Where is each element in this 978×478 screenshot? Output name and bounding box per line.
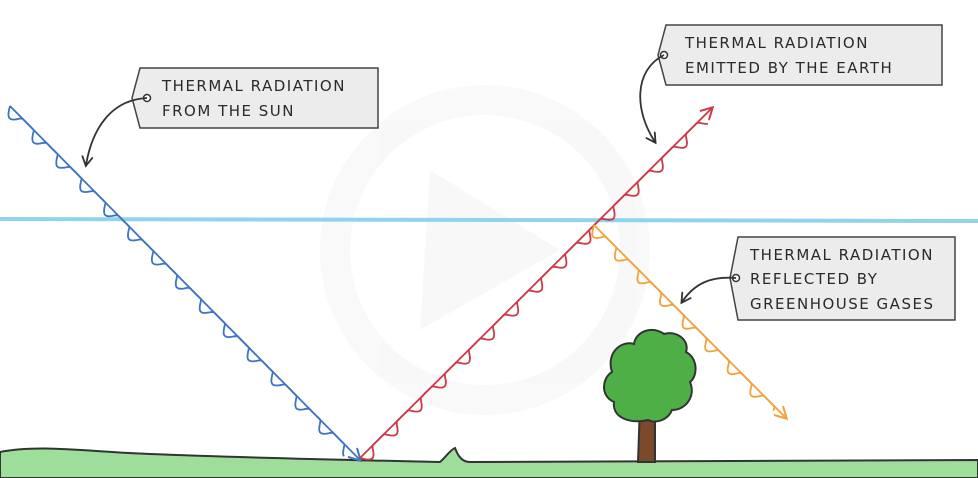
earth-radiation-ray [359, 108, 712, 461]
label-greenhouse-line-1: THERMAL RADIATION [749, 246, 934, 264]
atmosphere-line [0, 217, 978, 223]
label-earth-line-1: THERMAL RADIATION [684, 34, 869, 52]
tree [603, 328, 697, 463]
label-sun-line-1: THERMAL RADIATION [161, 77, 346, 95]
label-sun-radiation: THERMAL RADIATION FROM THE SUN [81, 67, 379, 168]
label-greenhouse-line-2: REFLECTED BY [750, 270, 878, 288]
label-greenhouse-line-3: GREENHOUSE GASES [750, 295, 934, 313]
reflected-radiation-ray [591, 224, 786, 418]
label-sun-line-2: FROM THE SUN [162, 102, 295, 120]
sun-radiation-ray [7, 105, 361, 460]
ground [0, 446, 978, 478]
tree-foliage [603, 328, 697, 423]
watermark-logo [320, 85, 650, 415]
label-greenhouse-radiation: THERMAL RADIATION REFLECTED BY GREENHOUS… [680, 236, 956, 321]
label-earth-line-2: EMITTED BY THE EARTH [685, 59, 893, 77]
label-earth-radiation: THERMAL RADIATION EMITTED BY THE EARTH [639, 24, 943, 145]
